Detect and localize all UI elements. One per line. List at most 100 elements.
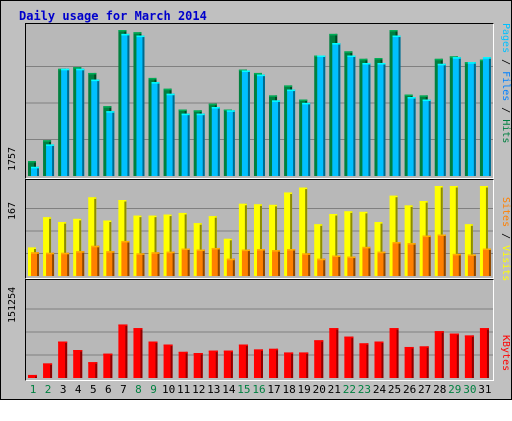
bar-sites-day-14 <box>226 258 235 276</box>
bar-kbytes-day-4 <box>73 350 83 378</box>
bar-visits-day-10 <box>163 214 172 276</box>
bar-sites-day-21 <box>332 255 341 276</box>
x-tick-label: 20 <box>312 383 326 396</box>
x-tick-label: 3 <box>59 383 67 396</box>
bar-visits-day-19 <box>299 187 308 276</box>
legend-files: Files <box>500 71 511 102</box>
bar-visits-day-5 <box>88 197 97 276</box>
x-tick-label: 8 <box>135 383 142 396</box>
bar-sites-day-17 <box>272 250 281 276</box>
bar-sites-day-19 <box>302 253 311 276</box>
x-tick-label: 27 <box>418 383 432 396</box>
x-tick-label: 30 <box>463 383 477 396</box>
bar-files-day-30 <box>467 62 476 176</box>
bar-sites-day-28 <box>437 234 446 276</box>
bar-kbytes-day-19 <box>299 352 309 378</box>
bar-files-day-12 <box>196 113 205 176</box>
bar-visits-day-14 <box>223 238 232 276</box>
hits-files-panel <box>25 23 494 179</box>
bar-sites-day-24 <box>377 251 386 276</box>
bar-files-day-22 <box>347 55 356 176</box>
bar-sites-day-18 <box>287 249 296 276</box>
bar-kbytes-day-31 <box>479 328 489 378</box>
x-tick-label: 13 <box>207 383 221 396</box>
bar-visits-day-20 <box>314 224 323 276</box>
bar-visits-day-26 <box>404 205 413 276</box>
bar-visits-day-28 <box>434 186 443 276</box>
x-tick-label: 15 <box>237 383 251 396</box>
bar-kbytes-day-15 <box>238 344 248 378</box>
chart-title: Daily usage for March 2014 <box>19 9 207 23</box>
x-tick-label: 11 <box>177 383 191 396</box>
bar-files-day-5 <box>91 79 100 176</box>
bar-visits-day-25 <box>389 195 398 276</box>
bar-kbytes-day-7 <box>118 324 128 378</box>
x-tick-label: 1 <box>29 383 37 396</box>
chart-frame: Daily usage for March 2014 1757 Pages / … <box>0 0 512 400</box>
x-tick-label: 6 <box>105 383 112 396</box>
bar-kbytes-day-17 <box>269 348 279 378</box>
bar-kbytes-day-27 <box>419 346 429 378</box>
x-tick-label: 26 <box>402 383 417 396</box>
y-axis-label-kbytes: 151254 <box>7 286 18 323</box>
bar-kbytes-day-12 <box>193 353 203 378</box>
bar-kbytes-day-8 <box>133 328 143 378</box>
bar-files-day-4 <box>76 68 85 176</box>
bar-files-day-19 <box>302 102 311 176</box>
legend-sites-visits: Sites / Visits <box>500 197 511 282</box>
bar-kbytes-day-20 <box>314 340 324 378</box>
bar-files-day-14 <box>226 110 235 176</box>
bar-files-day-8 <box>136 35 145 176</box>
bar-sites-day-30 <box>467 254 476 276</box>
bar-sites-day-29 <box>452 253 461 276</box>
bar-visits-day-21 <box>329 214 338 276</box>
bar-visits-day-18 <box>284 192 293 276</box>
x-tick-label: 23 <box>357 383 372 396</box>
legend-hits-files: Pages / Files / Hits <box>500 23 511 144</box>
x-tick-label: 4 <box>74 383 82 396</box>
bar-sites-day-27 <box>422 235 431 276</box>
x-tick-label: 5 <box>89 383 97 396</box>
bar-visits-day-11 <box>178 212 187 276</box>
bar-sites-day-13 <box>211 247 220 276</box>
kbytes-panel <box>25 279 494 381</box>
bar-sites-day-8 <box>136 253 145 276</box>
bar-kbytes-day-23 <box>359 343 369 378</box>
hits-files-bars <box>26 30 493 177</box>
bar-kbytes-day-6 <box>103 353 113 378</box>
sites-visits-panel <box>25 179 494 279</box>
x-tick-label: 28 <box>433 383 447 396</box>
bar-files-day-20 <box>317 55 326 176</box>
bar-visits-day-23 <box>359 211 368 276</box>
x-tick-label: 12 <box>192 383 206 396</box>
bar-files-day-16 <box>256 74 265 176</box>
bar-visits-day-24 <box>374 222 383 276</box>
bar-files-day-31 <box>482 57 491 176</box>
bar-sites-day-31 <box>482 248 491 276</box>
bar-visits-day-15 <box>238 203 247 276</box>
x-tick-label: 21 <box>327 383 341 396</box>
x-tick-label: 19 <box>297 383 311 396</box>
bar-sites-day-4 <box>76 251 85 276</box>
x-tick-label: 10 <box>161 383 176 396</box>
bar-kbytes-day-3 <box>58 341 68 378</box>
bar-kbytes-day-16 <box>253 349 263 378</box>
kbytes-bars <box>26 308 493 378</box>
bar-kbytes-day-25 <box>389 328 399 378</box>
bar-kbytes-day-18 <box>284 352 294 378</box>
bar-kbytes-day-9 <box>148 341 158 378</box>
bar-sites-day-11 <box>181 248 190 276</box>
bar-kbytes-day-10 <box>163 344 173 378</box>
bar-files-day-6 <box>106 111 115 176</box>
bar-sites-day-2 <box>46 252 55 276</box>
bar-visits-day-30 <box>464 224 473 276</box>
x-tick-label: 24 <box>372 383 387 396</box>
y-axis-label-hits: 1757 <box>7 146 18 171</box>
bar-files-day-27 <box>422 99 431 176</box>
bar-sites-day-12 <box>196 249 205 276</box>
bar-sites-day-26 <box>407 243 416 276</box>
bar-kbytes-day-11 <box>178 351 188 378</box>
legend-kbytes: KBytes <box>500 335 511 372</box>
bar-files-day-9 <box>151 82 160 176</box>
bar-visits-day-4 <box>73 218 82 276</box>
